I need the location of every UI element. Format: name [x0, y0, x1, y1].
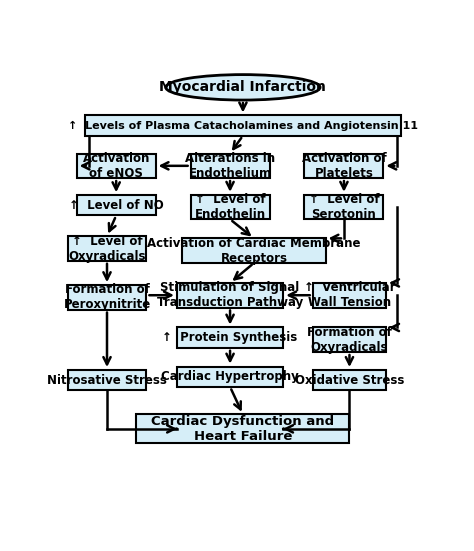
Text: ↑  Ventricular
Wall Tension: ↑ Ventricular Wall Tension	[304, 281, 395, 309]
FancyBboxPatch shape	[67, 285, 146, 310]
FancyBboxPatch shape	[137, 414, 349, 444]
FancyBboxPatch shape	[77, 195, 155, 215]
FancyBboxPatch shape	[77, 154, 155, 178]
Text: Cardiac Hypertrophy: Cardiac Hypertrophy	[161, 370, 299, 383]
Text: Cardiac Dysfunction and
Heart Failure: Cardiac Dysfunction and Heart Failure	[151, 415, 335, 443]
FancyBboxPatch shape	[191, 195, 270, 219]
Text: Formation of
Peroxynitrite: Formation of Peroxynitrite	[64, 283, 151, 311]
Text: Formation of
Oxyradicals: Formation of Oxyradicals	[307, 326, 392, 354]
FancyBboxPatch shape	[67, 370, 146, 390]
Text: Activation of Cardiac Membrane
Receptors: Activation of Cardiac Membrane Receptors	[147, 237, 361, 264]
FancyBboxPatch shape	[304, 154, 383, 178]
FancyBboxPatch shape	[177, 366, 283, 387]
FancyBboxPatch shape	[85, 115, 401, 136]
Text: Nitrosative Stress: Nitrosative Stress	[47, 374, 167, 387]
FancyBboxPatch shape	[177, 327, 283, 348]
FancyBboxPatch shape	[313, 327, 386, 352]
Text: Activation of
Platelets: Activation of Platelets	[301, 152, 386, 180]
Ellipse shape	[166, 74, 320, 100]
Text: Activation
of eNOS: Activation of eNOS	[82, 152, 150, 180]
Text: ↑  Levels of Plasma Catacholamines and Angiotensin 11: ↑ Levels of Plasma Catacholamines and An…	[68, 121, 418, 131]
Text: ↑  Protein Synthesis: ↑ Protein Synthesis	[163, 331, 298, 344]
Text: Myocardial Infarction: Myocardial Infarction	[159, 80, 327, 94]
FancyBboxPatch shape	[191, 154, 270, 178]
Text: Stimulation of Signal
Transduction Pathway: Stimulation of Signal Transduction Pathw…	[157, 281, 303, 309]
FancyBboxPatch shape	[182, 239, 326, 263]
Text: ↑  Level of
Oxyradicals: ↑ Level of Oxyradicals	[68, 235, 146, 263]
Text: Oxidative Stress: Oxidative Stress	[295, 374, 404, 387]
FancyBboxPatch shape	[313, 370, 386, 390]
Text: ↑  Level of NO: ↑ Level of NO	[69, 199, 164, 212]
Text: ↑  Level of
Endothelin: ↑ Level of Endothelin	[194, 193, 265, 221]
FancyBboxPatch shape	[313, 283, 386, 307]
FancyBboxPatch shape	[177, 283, 283, 307]
Text: ↑  Level of
Serotonin: ↑ Level of Serotonin	[309, 193, 379, 221]
FancyBboxPatch shape	[304, 195, 383, 219]
Text: Alterations in
Endothelium: Alterations in Endothelium	[185, 152, 275, 180]
FancyBboxPatch shape	[67, 236, 146, 261]
